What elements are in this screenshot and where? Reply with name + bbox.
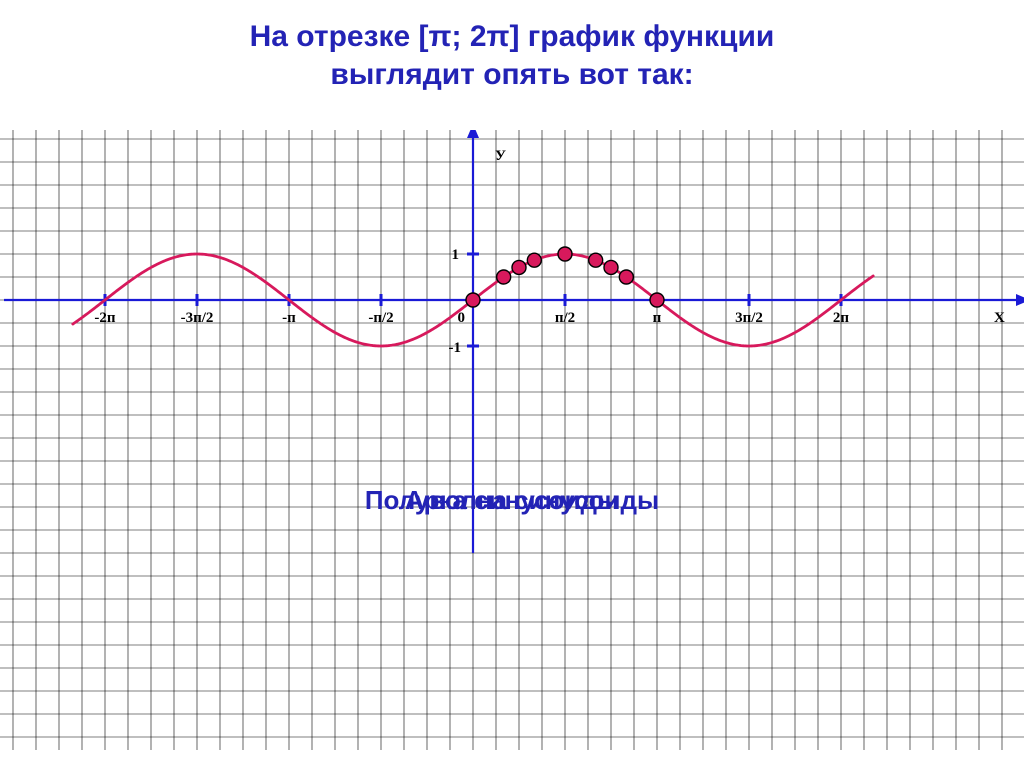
subtitle-front: Полуволна синусоиды	[0, 485, 1024, 516]
data-point	[604, 260, 618, 274]
y-axis-label: У	[495, 148, 506, 164]
chart-title: На отрезке [π; 2π] график функции выгляд…	[0, 0, 1024, 93]
x-tick-label: -п/2	[368, 310, 393, 326]
y-tick-m1: -1	[449, 340, 462, 356]
title-line-2: выглядит опять вот так:	[330, 58, 693, 91]
data-point	[512, 260, 526, 274]
x-axis-label: Х	[994, 310, 1005, 326]
x-tick-label: п	[653, 310, 662, 326]
chart-container: -2п-3п/2-п-п/20п/2п3п/22п1-1УХ	[0, 130, 1024, 750]
x-tick-label: -3п/2	[181, 310, 214, 326]
data-point	[619, 270, 633, 284]
sine-chart: -2п-3п/2-п-п/20п/2п3п/22п1-1УХ	[0, 130, 1024, 750]
y-tick-1: 1	[452, 247, 460, 263]
data-point	[589, 253, 603, 267]
x-tick-label: -2п	[94, 310, 115, 326]
title-line-1: На отрезке [π; 2π] график функции	[250, 20, 775, 53]
x-tick-label: 3п/2	[735, 310, 763, 326]
x-tick-label: п/2	[555, 310, 575, 326]
x-tick-label: 2п	[833, 310, 850, 326]
data-point	[650, 293, 664, 307]
data-point	[558, 247, 572, 261]
data-point	[466, 293, 480, 307]
x-tick-label: -п	[282, 310, 296, 326]
data-point	[497, 270, 511, 284]
data-point	[527, 253, 541, 267]
